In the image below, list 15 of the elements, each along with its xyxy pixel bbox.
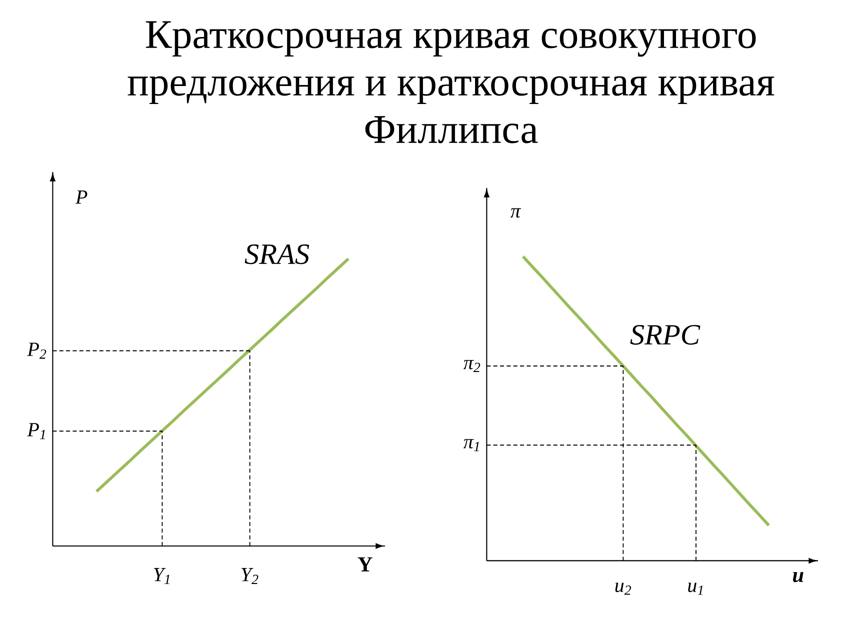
x-tick-label: u$_{2}$: [615, 582, 632, 595]
y-axis-title: π: [510, 208, 521, 218]
x-axis-title: u: [792, 572, 804, 582]
x-tick-label: Y$_{2}$: [242, 568, 258, 584]
series-label: π$_{1}$: [464, 439, 479, 452]
x-axis-title: Y: [358, 557, 372, 572]
series-label: SRAS: [244, 244, 310, 264]
series-label: π$_{2}$: [464, 360, 480, 372]
series-label: P$_{2}$: [27, 342, 46, 359]
series-label: SRPC: [630, 324, 700, 345]
x-tick-label: Y$_{1}$: [154, 568, 170, 584]
x-tick-label: u$_{1}$: [688, 582, 703, 595]
y-axis-title: P: [75, 190, 88, 204]
series-label: P$_{1}$: [27, 423, 45, 440]
text: Краткосрочная кривая совокупного предложения и краткосрочная кривая Филлипса: [128, 21, 774, 144]
